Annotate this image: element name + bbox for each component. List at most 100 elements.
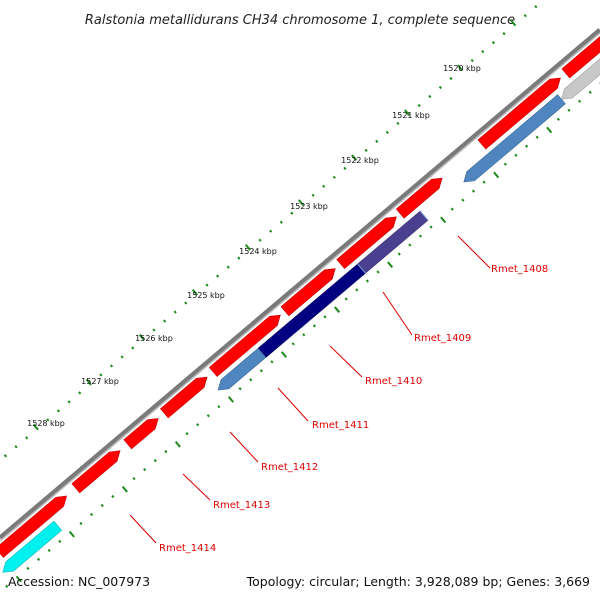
gene-callout-line (182, 473, 211, 501)
minor-tick (428, 94, 432, 99)
segment-divider (419, 210, 429, 221)
gene-label: Rmet_1410 (365, 376, 422, 387)
inner-minor-tick (5, 584, 9, 588)
minor-tick (534, 5, 538, 9)
minor-tick (322, 184, 326, 188)
minor-tick (279, 220, 283, 224)
inner-minor-tick (249, 378, 253, 382)
inner-minor-tick (471, 189, 476, 193)
inner-minor-tick (90, 512, 94, 517)
minor-tick (152, 328, 156, 332)
inner-major-tick (334, 306, 341, 313)
minor-tick (78, 391, 82, 395)
minor-tick (163, 319, 167, 323)
inner-minor-tick (164, 450, 168, 454)
minor-tick (385, 130, 389, 135)
minor-tick (3, 454, 8, 458)
minor-tick (470, 58, 474, 63)
minor-tick (375, 139, 379, 143)
major-tick (32, 423, 39, 431)
minor-tick (396, 121, 400, 126)
gene-callout-line (329, 345, 363, 378)
inner-minor-tick (196, 423, 200, 427)
kbp-label-group: 1520 kbp 1521 kbp 1522 kbp 1523 kbp 1524 kbp… (27, 64, 481, 428)
inner-minor-tick (206, 414, 210, 418)
minor-tick (332, 175, 336, 179)
gene-callout-line (229, 431, 259, 463)
minor-tick (481, 49, 485, 54)
major-tick (85, 378, 92, 386)
forward-cds-arrow (561, 36, 600, 79)
minor-tick (364, 148, 368, 152)
forward-cds-arrow (280, 268, 336, 317)
inner-major-tick (280, 351, 288, 358)
highlight-cds-bar (258, 263, 366, 358)
forward-cds-arrow (123, 418, 159, 450)
inner-minor-tick (450, 207, 454, 211)
major-tick (457, 64, 464, 72)
inner-minor-tick (302, 333, 306, 337)
inner-minor-tick (132, 476, 136, 481)
inner-minor-tick (58, 539, 62, 544)
inner-minor-tick (111, 494, 115, 499)
inner-major-tick (387, 261, 394, 269)
gene-callout-line (382, 291, 413, 336)
inner-minor-tick (461, 198, 465, 202)
major-tick (244, 244, 252, 251)
kbp-label: 1525 kbp (187, 291, 225, 300)
segment-divider (357, 263, 366, 274)
gene-callout-line (277, 387, 309, 422)
minor-tick (438, 85, 442, 90)
backbone-shadow (0, 32, 600, 542)
kbp-label: 1527 kbp (81, 377, 119, 386)
minor-tick (216, 274, 220, 278)
gene-label: Rmet_1409 (414, 333, 471, 344)
backbone-line (0, 28, 600, 540)
inner-minor-tick (291, 342, 295, 346)
inner-minor-tick (429, 225, 433, 229)
minor-tick (237, 256, 241, 260)
inner-minor-tick (100, 503, 104, 508)
minor-tick (449, 76, 453, 81)
inner-minor-tick (238, 387, 242, 391)
inner-minor-tick (344, 297, 348, 301)
kbp-label: 1521 kbp (392, 111, 430, 120)
inner-minor-tick (79, 521, 83, 526)
kbp-label: 1520 kbp (443, 64, 481, 73)
minor-tick (258, 238, 262, 242)
inner-minor-tick (47, 548, 51, 553)
pseudo-cds-arrow (561, 58, 600, 100)
inner-minor-tick (185, 432, 189, 436)
inner-minor-tick (535, 135, 539, 139)
major-tick (510, 19, 517, 27)
gene-label: Rmet_1413 (213, 500, 270, 511)
forward-strand-genes (0, 36, 600, 558)
inner-minor-tick (408, 243, 412, 247)
minor-tick (184, 301, 188, 305)
major-tick (138, 333, 145, 341)
gene-label: Rmet_1414 (159, 543, 216, 554)
minor-tick (56, 409, 61, 413)
minor-tick (173, 310, 177, 314)
major-tick (191, 289, 198, 296)
chromosome-backbone (0, 28, 600, 542)
inner-minor-tick (514, 153, 518, 157)
minor-tick (491, 40, 496, 45)
inner-minor-tick (323, 315, 327, 319)
inner-minor-tick (270, 360, 274, 364)
inner-minor-tick (567, 108, 571, 112)
minor-tick (131, 346, 135, 350)
forward-cds-arrow (0, 495, 68, 558)
forward-cds-arrow (336, 216, 397, 270)
kbp-label: 1523 kbp (290, 202, 328, 211)
inner-minor-tick (524, 144, 529, 148)
minor-tick (311, 193, 315, 197)
inner-major-tick (546, 126, 553, 134)
inner-minor-tick (153, 459, 157, 463)
kbp-label: 1524 kbp (239, 247, 277, 256)
inner-minor-tick (418, 234, 423, 238)
minor-tick (523, 14, 527, 18)
inner-minor-tick (259, 369, 263, 373)
